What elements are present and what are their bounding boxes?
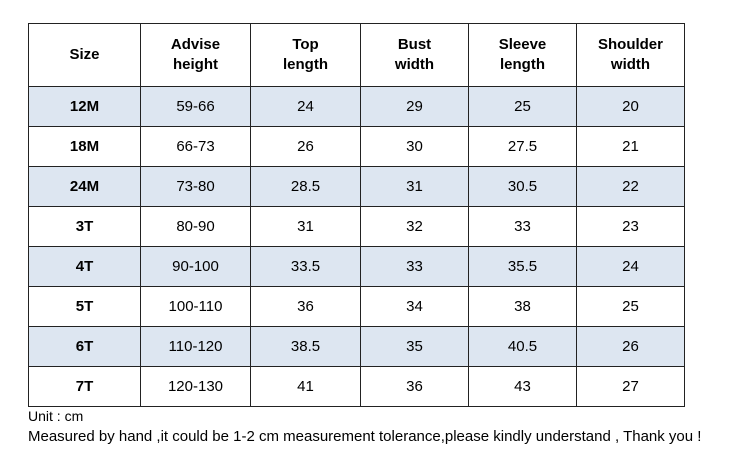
cell-top-length: 24 <box>250 86 361 127</box>
cell-advise-height: 110-120 <box>140 326 251 367</box>
cell-bust-width: 30 <box>360 126 469 167</box>
cell-shoulder-width: 24 <box>576 246 685 287</box>
cell-top-length: 28.5 <box>250 166 361 207</box>
cell-shoulder-width: 27 <box>576 366 685 407</box>
cell-size: 12M <box>28 86 141 127</box>
cell-top-length: 36 <box>250 286 361 327</box>
cell-advise-height: 80-90 <box>140 206 251 247</box>
header-advise-height: Advise height <box>140 23 251 87</box>
table-row: 24M 73-80 28.5 31 30.5 22 <box>28 166 685 207</box>
header-top-length: Top length <box>250 23 361 87</box>
table-row: 3T 80-90 31 32 33 23 <box>28 206 685 247</box>
cell-size: 6T <box>28 326 141 367</box>
cell-advise-height: 120-130 <box>140 366 251 407</box>
cell-shoulder-width: 20 <box>576 86 685 127</box>
cell-size: 7T <box>28 366 141 407</box>
cell-size: 5T <box>28 286 141 327</box>
cell-bust-width: 29 <box>360 86 469 127</box>
cell-sleeve-length: 43 <box>468 366 577 407</box>
cell-top-length: 41 <box>250 366 361 407</box>
cell-sleeve-length: 27.5 <box>468 126 577 167</box>
cell-advise-height: 66-73 <box>140 126 251 167</box>
cell-advise-height: 100-110 <box>140 286 251 327</box>
cell-shoulder-width: 21 <box>576 126 685 167</box>
cell-sleeve-length: 25 <box>468 86 577 127</box>
cell-shoulder-width: 23 <box>576 206 685 247</box>
cell-size: 3T <box>28 206 141 247</box>
cell-sleeve-length: 35.5 <box>468 246 577 287</box>
cell-size: 24M <box>28 166 141 207</box>
cell-sleeve-length: 30.5 <box>468 166 577 207</box>
unit-note: Unit : cm <box>28 408 84 424</box>
header-bust-width: Bust width <box>360 23 469 87</box>
cell-sleeve-length: 40.5 <box>468 326 577 367</box>
cell-top-length: 33.5 <box>250 246 361 287</box>
table-row: 6T 110-120 38.5 35 40.5 26 <box>28 326 685 367</box>
cell-shoulder-width: 26 <box>576 326 685 367</box>
table-row: 7T 120-130 41 36 43 27 <box>28 366 685 407</box>
cell-sleeve-length: 38 <box>468 286 577 327</box>
cell-shoulder-width: 22 <box>576 166 685 207</box>
table-row: 4T 90-100 33.5 33 35.5 24 <box>28 246 685 287</box>
cell-top-length: 38.5 <box>250 326 361 367</box>
header-size: Size <box>28 23 141 87</box>
table-row: 18M 66-73 26 30 27.5 21 <box>28 126 685 167</box>
cell-advise-height: 73-80 <box>140 166 251 207</box>
cell-bust-width: 32 <box>360 206 469 247</box>
table-row: 5T 100-110 36 34 38 25 <box>28 286 685 327</box>
cell-bust-width: 33 <box>360 246 469 287</box>
cell-shoulder-width: 25 <box>576 286 685 327</box>
size-chart-table: Size Advise height Top length Bust width Sl… <box>28 23 685 407</box>
cell-top-length: 31 <box>250 206 361 247</box>
header-shoulder-width: Shoulder width <box>576 23 685 87</box>
cell-bust-width: 34 <box>360 286 469 327</box>
cell-size: 4T <box>28 246 141 287</box>
cell-size: 18M <box>28 126 141 167</box>
cell-top-length: 26 <box>250 126 361 167</box>
cell-sleeve-length: 33 <box>468 206 577 247</box>
table-row: 12M 59-66 24 29 25 20 <box>28 86 685 127</box>
cell-bust-width: 36 <box>360 366 469 407</box>
cell-advise-height: 90-100 <box>140 246 251 287</box>
header-sleeve-length: Sleeve length <box>468 23 577 87</box>
header-row: Size Advise height Top length Bust width Sl… <box>28 23 685 87</box>
cell-bust-width: 35 <box>360 326 469 367</box>
cell-bust-width: 31 <box>360 166 469 207</box>
cell-advise-height: 59-66 <box>140 86 251 127</box>
measurement-note: Measured by hand ,it could be 1-2 cm mea… <box>28 428 702 445</box>
